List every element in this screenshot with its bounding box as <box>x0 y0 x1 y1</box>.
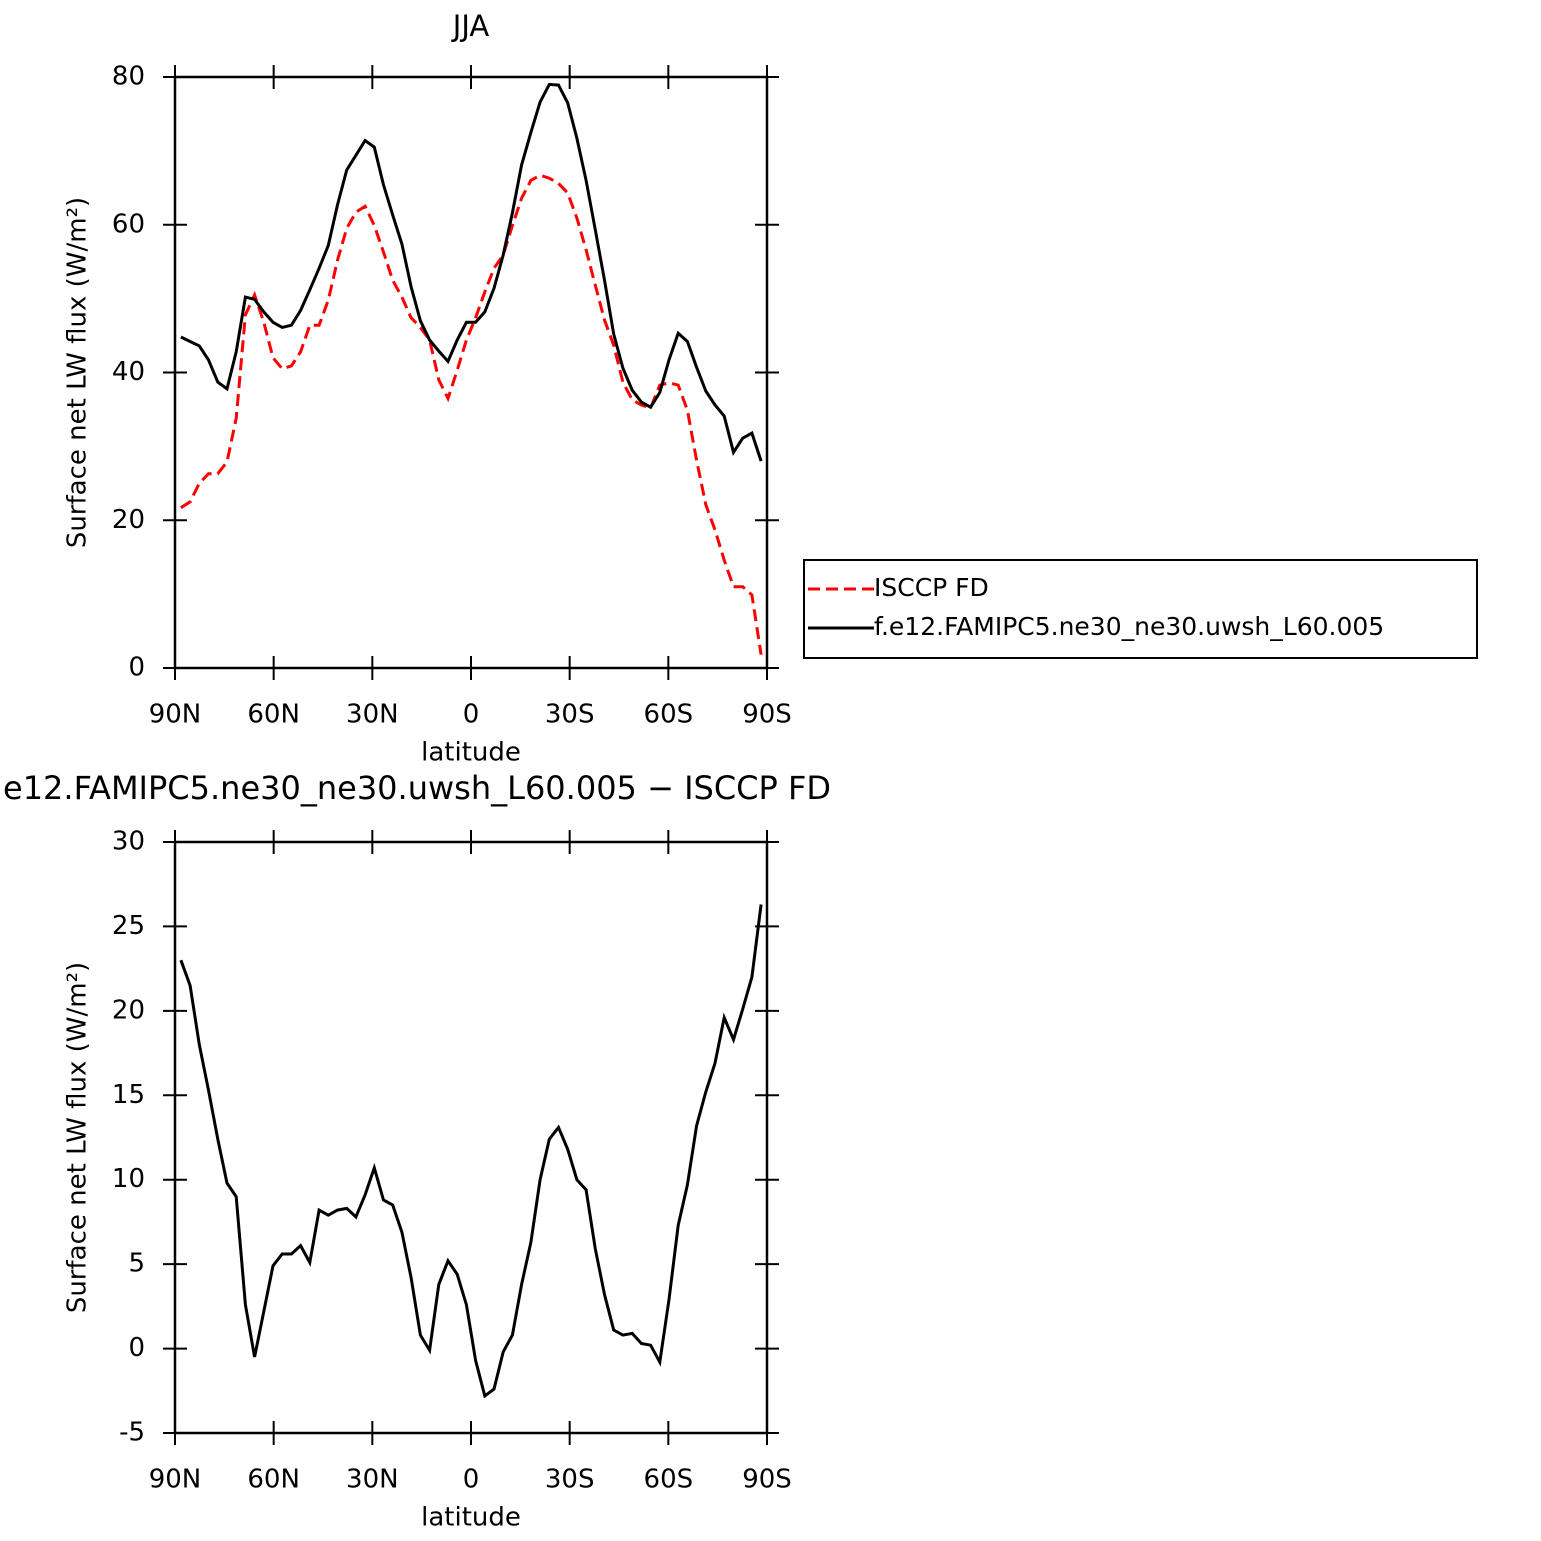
y-tick-label: 40 <box>112 357 145 387</box>
x-tick-label: 60N <box>247 700 300 730</box>
y-axis-label: Surface net LW flux (W/m²) <box>63 197 93 548</box>
x-tick-label: 90S <box>742 700 792 730</box>
x-tick-label: 60S <box>644 700 694 730</box>
y-tick-label: 60 <box>112 209 145 239</box>
y-tick-label: 10 <box>112 1164 145 1194</box>
data-line <box>180 173 763 655</box>
y-tick-label: -5 <box>119 1418 145 1448</box>
data-line <box>179 904 763 1399</box>
x-tick-label: 30N <box>346 1465 399 1495</box>
y-tick-label: 80 <box>112 62 145 92</box>
legend-label: f.e12.FAMIPC5.ne30_ne30.uwsh_L60.005 <box>874 612 1384 641</box>
x-axis-label: latitude <box>421 1503 521 1533</box>
y-tick-label: 20 <box>112 995 145 1025</box>
y-tick-label: 25 <box>112 911 145 941</box>
x-tick-label: 30S <box>545 700 595 730</box>
x-axis-label: latitude <box>421 738 521 768</box>
x-tick-label: 30S <box>545 1465 595 1495</box>
y-tick-label: 20 <box>112 505 145 535</box>
y-axis-label: Surface net LW flux (W/m²) <box>63 962 93 1313</box>
x-tick-label: 90N <box>149 1465 202 1495</box>
x-tick-label: 0 <box>463 700 480 730</box>
x-tick-label: 60S <box>644 1465 694 1495</box>
y-tick-label: 30 <box>112 827 145 857</box>
y-tick-label: 5 <box>128 1249 145 1279</box>
x-tick-label: 90N <box>149 700 202 730</box>
y-tick-label: 0 <box>128 653 145 683</box>
x-tick-label: 0 <box>463 1465 480 1495</box>
x-tick-label: 90S <box>742 1465 792 1495</box>
x-tick-label: 60N <box>247 1465 300 1495</box>
y-tick-label: 0 <box>128 1333 145 1363</box>
legend-box <box>803 559 1478 659</box>
chart-title: e12.FAMIPC5.ne30_ne30.uwsh_L60.005 − ISC… <box>3 769 831 807</box>
data-line <box>180 82 763 462</box>
legend-label: ISCCP FD <box>874 573 989 602</box>
y-tick-label: 15 <box>112 1080 145 1110</box>
x-tick-label: 30N <box>346 700 399 730</box>
chart-title: JJA <box>451 9 490 43</box>
